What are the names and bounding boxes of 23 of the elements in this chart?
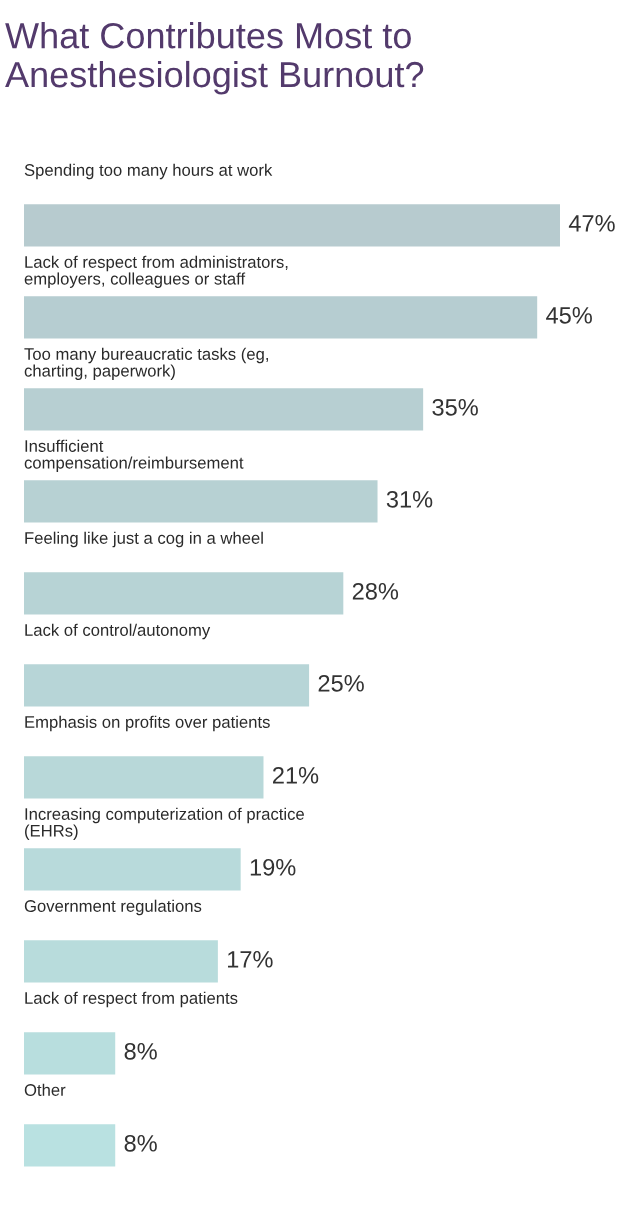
data-label: 25% [318, 674, 364, 692]
data-label: 19% [250, 858, 296, 876]
y-tick-label: Lack of respect from administrators, employers, colleagues or staff [24, 255, 288, 288]
data-label: 8% [124, 1134, 157, 1152]
y-tick-label: Lack of control/autonomy [25, 623, 211, 640]
y-tick-label: Emphasis on profits over patients [25, 715, 270, 732]
data-label: 31% [386, 490, 433, 508]
data-label: 21% [273, 766, 319, 784]
y-tick-label: Increasing computerization of practice (EHRs) [25, 807, 304, 840]
y-tick-label: Feeling like just a cog in a wheel [25, 531, 263, 548]
data-label: 35% [432, 398, 478, 416]
data-label: 45% [546, 307, 592, 324]
y-tick-label: Other [24, 1083, 66, 1096]
y-tick-label: Too many bureaucratic tasks (eg, charting, paperwork) [24, 347, 268, 380]
y-tick-label: Insufficient compensation/reimbursement [24, 439, 244, 472]
data-label: 47% [568, 215, 615, 232]
y-tick-label: Lack of respect from patients [25, 991, 238, 1008]
y-tick-label: Spending too many hours at work [24, 163, 273, 180]
data-label: 8% [124, 1042, 157, 1060]
y-tick-label: Government regulations [24, 899, 202, 916]
chart-title: What Contributes Most to Anesthesiologist Burnout? [5, 22, 424, 95]
data-label: 17% [228, 951, 273, 968]
data-label: 28% [352, 582, 399, 600]
